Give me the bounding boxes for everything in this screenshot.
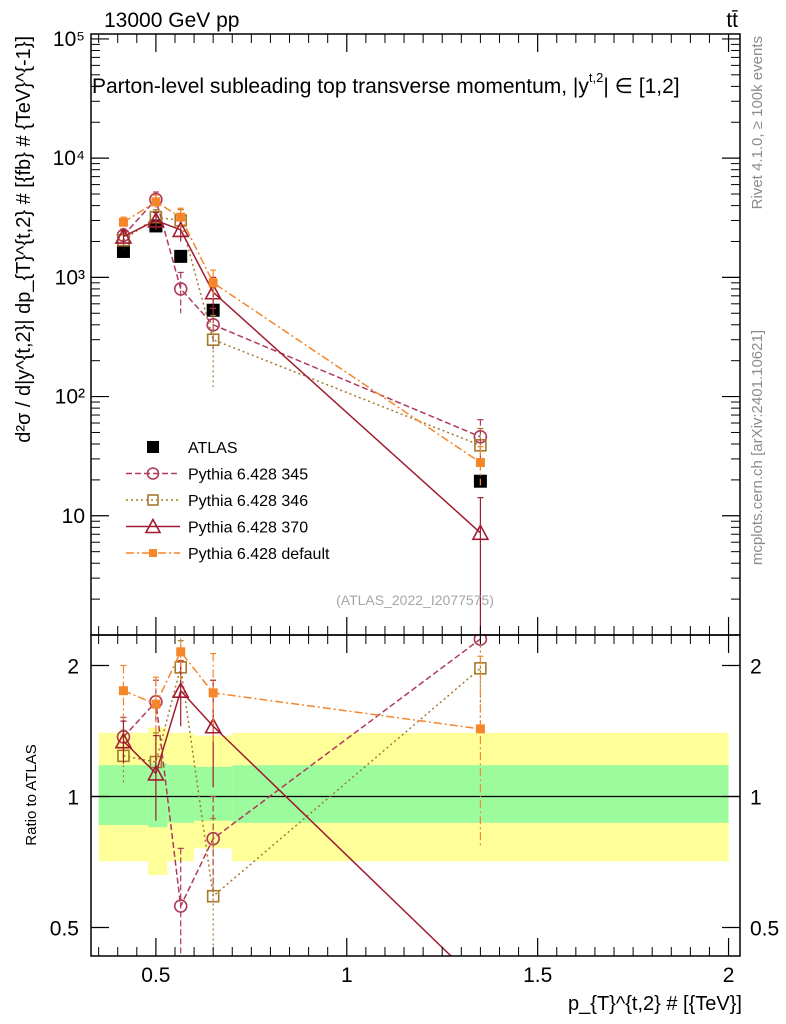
- series-4-point-3: [208, 278, 218, 288]
- ratio-panel-series: [114, 635, 488, 991]
- ratio-series-2-point-2: [171, 681, 190, 699]
- plot-title-main: Parton-level subleading top transverse m…: [92, 75, 589, 98]
- series-4-point-0: [118, 217, 128, 227]
- ratio-ytick-label-right-1: 1: [750, 786, 762, 809]
- main-ytick-label-0: 10: [62, 505, 85, 528]
- series-3-line: [123, 219, 481, 534]
- series-2-line: [123, 216, 481, 447]
- main-ytick-label-2: 10³: [55, 266, 85, 289]
- ratio-ytick-label-1: 1: [67, 786, 79, 809]
- series-0-point-2: [174, 249, 188, 263]
- plot-title-sup: t,2: [589, 70, 603, 85]
- series-1-point-4: [473, 429, 488, 444]
- legend-label-1: Pythia 6.428 345: [188, 467, 308, 484]
- series-3-point-4: [471, 523, 490, 541]
- main-y-axis-title: d²σ / d|y^{t,2}| dp_{T}^{t,2} # [{fb} # …: [13, 36, 35, 443]
- ratio-series-3-line: [123, 650, 481, 730]
- rivet-label: Rivet 4.1.0, ≥ 100k events: [749, 36, 766, 209]
- mcplots-label: mcplots.cern.ch [arXiv:2401.10621]: [749, 330, 766, 565]
- series-0-point-0: [116, 244, 130, 258]
- main-panel-frame: [90, 33, 741, 636]
- xtick-label-2: 1.5: [523, 964, 552, 987]
- xtick-label-1: 1: [341, 964, 353, 987]
- ratio-series-3-point-2: [176, 647, 186, 657]
- ratio-ytick-label-2: 2: [67, 655, 79, 678]
- series-4-point-1: [151, 197, 161, 207]
- legend: ATLAS Pythia 6.428 345 Pythia 6.428 346 Pyt…: [126, 440, 330, 563]
- main-panel-series: [114, 191, 490, 635]
- legend-marker-3: [144, 517, 162, 534]
- legend-label-3: Pythia 6.428 370: [188, 520, 308, 537]
- ratio-series-2-point-1: [147, 764, 165, 781]
- ratio-series-1-point-3: [206, 889, 220, 903]
- series-1-line: [122, 197, 481, 438]
- series-3-point-0: [114, 227, 133, 244]
- legend-marker-1: [146, 467, 160, 480]
- series-4-point-2: [176, 212, 186, 222]
- ratio-series-0-point-4: [473, 635, 488, 646]
- main-ytick-label-3: 10⁴: [53, 147, 85, 170]
- series-1-point-2: [173, 282, 188, 296]
- plot-title-tail: | ∈ [1,2]: [603, 75, 679, 98]
- main-ytick-label-4: 10⁵: [53, 28, 85, 51]
- ratio-series-2-point-3: [204, 717, 223, 734]
- band-inner-0: [98, 765, 149, 825]
- ratio-series-3-point-4: [475, 724, 485, 734]
- energy-label: 13000 GeV pp: [104, 9, 239, 32]
- analysis-id: (ATLAS_2022_I2077575): [336, 592, 494, 608]
- legend-label-0: ATLAS: [188, 440, 238, 457]
- legend-label-4: Pythia 6.428 default: [188, 546, 330, 563]
- band-inner-2: [167, 765, 195, 823]
- xtick-label-0: 0.5: [141, 964, 170, 987]
- series-4-line: [123, 200, 481, 464]
- legend-marker-4: [149, 549, 157, 557]
- legend-label-2: Pythia 6.428 346: [188, 493, 308, 510]
- series-4-point-4: [475, 457, 485, 467]
- ratio-series-3-point-1: [151, 699, 161, 709]
- ratio-series-2-point-4: [473, 977, 488, 991]
- plot-title: Parton-level subleading top transverse m…: [92, 70, 680, 98]
- ratio-series-2-point-0: [114, 731, 133, 749]
- series-3-point-2: [171, 220, 190, 238]
- legend-marker-0: [147, 441, 159, 453]
- series-3-point-1: [147, 211, 165, 228]
- ratio-ytick-label-0: 0.5: [50, 917, 79, 940]
- ratio-y-axis-title: Ratio to ATLAS: [23, 744, 40, 845]
- ratio-series-3-point-3: [208, 688, 218, 698]
- main-ytick-label-1: 10²: [55, 386, 85, 409]
- axes-ticks: 10 10² 10³ 10⁴ 10⁵ 0.5 0.5 1 1 2 2 0.5 1 1.5 2: [50, 28, 779, 987]
- xtick-label-3: 2: [723, 964, 735, 987]
- legend-marker-2: [147, 494, 159, 506]
- x-axis-title: p_{T}^{t,2} # [{TeV}]: [568, 993, 742, 1015]
- series-2-point-3: [206, 333, 220, 346]
- ratio-panel-frame: [90, 634, 741, 957]
- process-label: tt̄: [726, 9, 738, 32]
- ratio-series-3-point-0: [118, 686, 128, 696]
- ratio-ytick-label-right-2: 2: [750, 655, 762, 678]
- ratio-series-0-point-2: [173, 899, 188, 913]
- ratio-ytick-label-right-0: 0.5: [750, 917, 779, 940]
- ratio-uncertainty-bands: [91, 727, 740, 876]
